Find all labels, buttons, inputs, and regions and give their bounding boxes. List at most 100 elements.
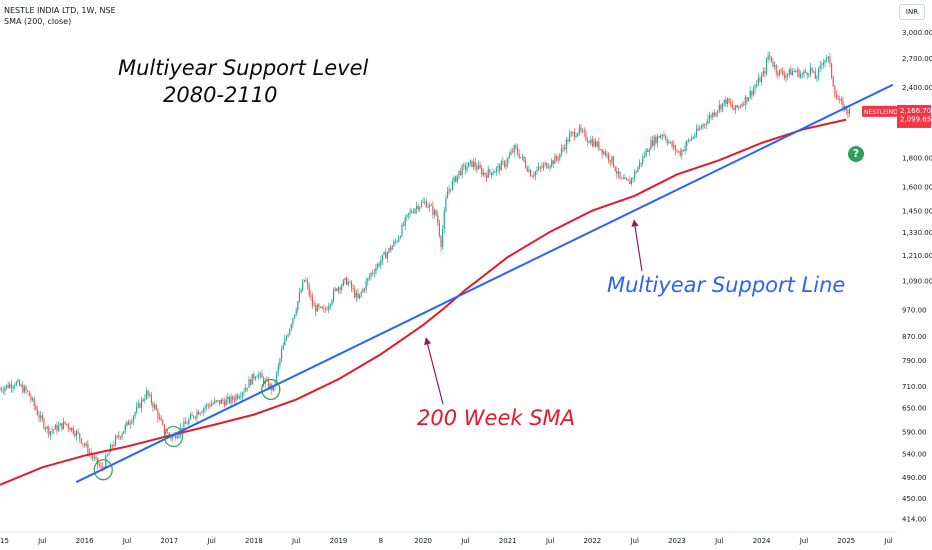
candle-up: [429, 205, 431, 208]
x-tick-label: 2016: [76, 537, 94, 545]
y-tick-label: 3,000.00: [902, 29, 932, 37]
candle-up: [131, 421, 133, 424]
candle-down: [769, 55, 771, 57]
candle-up: [634, 171, 636, 178]
candle-up: [687, 140, 689, 142]
candle-down: [619, 171, 621, 178]
candle-up: [611, 156, 613, 163]
candle-up: [466, 167, 468, 170]
candle-up: [46, 426, 48, 429]
candle-down: [425, 201, 427, 208]
candle-down: [215, 400, 218, 402]
candle-up: [51, 430, 53, 432]
y-tick-label: 650.00: [902, 405, 927, 413]
candle-up: [295, 310, 297, 315]
candle-up: [581, 130, 584, 132]
candle-up: [381, 254, 384, 261]
candle-up: [568, 134, 571, 142]
candle-down: [736, 105, 738, 108]
candle-down: [346, 278, 348, 285]
support-label-arrow: [631, 219, 643, 272]
candle-up: [341, 285, 343, 290]
touch-circle: [261, 378, 281, 401]
candle-down: [363, 289, 366, 290]
candle-up: [300, 290, 302, 293]
candle-down: [197, 411, 200, 415]
candle-down: [512, 151, 514, 153]
candle-down: [310, 294, 312, 297]
candle-up: [251, 373, 253, 385]
candle-up: [538, 166, 540, 170]
candle-down: [455, 176, 457, 182]
candle-down: [72, 427, 74, 434]
touch-circle: [93, 459, 113, 481]
candle-up: [373, 272, 375, 274]
candle-down: [640, 162, 642, 164]
candle-down: [35, 405, 37, 410]
candle-up: [808, 74, 810, 76]
candle-down: [323, 308, 325, 310]
candle-down: [609, 160, 611, 163]
candle-up: [472, 161, 475, 167]
candle-down: [474, 161, 476, 167]
candle-up: [560, 148, 563, 154]
candle-down: [378, 263, 380, 266]
candle-up: [12, 386, 14, 389]
candle-down: [306, 281, 309, 286]
candle-up: [362, 289, 364, 293]
candle-up: [15, 381, 17, 386]
candle-down: [74, 433, 76, 437]
sma-200-line[interactable]: [0, 118, 847, 486]
candle-up: [752, 89, 755, 96]
candle-down: [806, 72, 808, 76]
x-tick-label: 2015: [0, 537, 9, 545]
support-trendline[interactable]: [75, 83, 894, 484]
x-tick-label: 2019: [330, 537, 348, 545]
help-icon[interactable]: ?: [848, 146, 864, 162]
candle-down: [829, 56, 831, 64]
candle-down: [165, 432, 167, 434]
candle-up: [420, 202, 423, 207]
candle-down: [525, 161, 527, 168]
candle-up: [492, 172, 494, 175]
candle-down: [764, 71, 766, 74]
candle-up: [202, 408, 205, 413]
candle-up: [505, 163, 507, 167]
candle-up: [547, 167, 550, 169]
candle-up: [469, 160, 471, 163]
indicator-legend[interactable]: SMA (200, close): [4, 17, 72, 26]
candle-down: [832, 77, 834, 86]
candle-up: [54, 425, 56, 430]
currency-selector[interactable]: INR: [899, 4, 925, 20]
candle-up: [194, 417, 196, 419]
x-tick-label: 2017: [160, 537, 178, 545]
candle-down: [150, 394, 152, 403]
candle-down: [658, 136, 660, 138]
candle-up: [365, 281, 367, 290]
candle-up: [761, 75, 763, 82]
candle-down: [583, 130, 585, 133]
candle-up: [75, 431, 78, 437]
candle-down: [160, 417, 162, 421]
candle-down: [526, 167, 528, 172]
candle-down: [250, 379, 252, 385]
candle-down: [67, 424, 69, 428]
candle-up: [754, 86, 756, 90]
candle-up: [116, 435, 118, 437]
candle-up: [23, 386, 26, 393]
candle-down: [777, 72, 779, 76]
candle-down: [2, 390, 4, 392]
candle-down: [82, 443, 84, 445]
candle-down: [523, 156, 525, 162]
candle-down: [162, 420, 164, 425]
candle-up: [642, 156, 644, 164]
candle-up: [606, 153, 608, 156]
candle-down: [601, 149, 603, 154]
candle-down: [484, 172, 486, 176]
candle-down: [27, 390, 29, 392]
candle-up: [653, 136, 655, 147]
candle-up: [368, 276, 371, 279]
candle-down: [518, 153, 520, 158]
